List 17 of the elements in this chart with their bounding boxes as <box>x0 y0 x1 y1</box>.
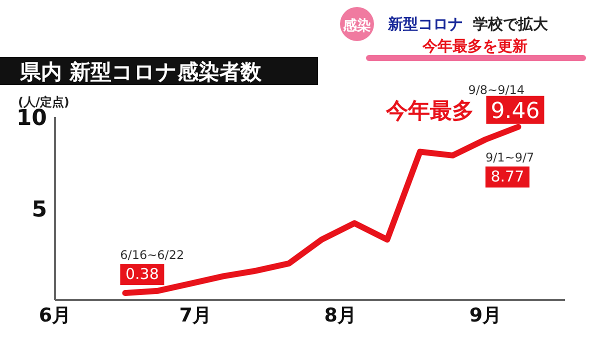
chart-title: 県内 新型コロナ感染者数 <box>19 60 262 84</box>
x-tick-label: 6月 <box>38 304 72 326</box>
annotation: 6/16~6/22 <box>120 248 184 262</box>
x-tick-label: 9月 <box>469 304 502 326</box>
x-tick-label: 7月 <box>179 304 212 326</box>
annotation: 0.38 <box>125 265 159 284</box>
text: 今年最多を更新 <box>422 37 528 55</box>
annotation: 9/8~9/14 <box>468 82 525 97</box>
text: 学校で拡大 <box>473 15 549 33</box>
y-tick-label: 5 <box>32 197 47 222</box>
annotation: 9.46 <box>490 98 540 124</box>
text: 新型コロナ <box>387 15 463 33</box>
annotation: 9/1~9/7 <box>485 150 534 165</box>
x-tick-label: 8月 <box>324 304 357 326</box>
annotation: 今年最多 <box>385 98 474 124</box>
text: 感染 <box>342 17 371 34</box>
annotation: 8.77 <box>490 168 524 186</box>
